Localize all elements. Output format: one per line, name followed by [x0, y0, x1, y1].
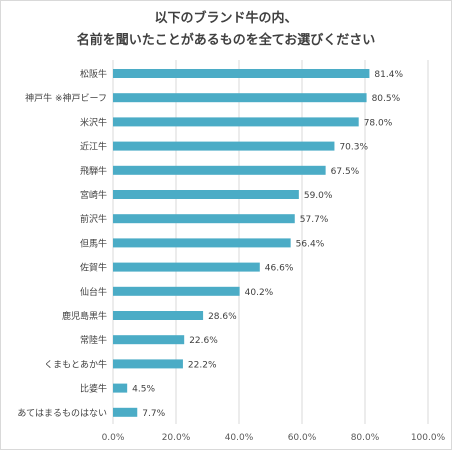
- chart-title-line-2: 名前を聞いたことがあるものを全てお選びください: [76, 33, 376, 48]
- value-label: 40.2%: [245, 288, 274, 298]
- value-label: 46.6%: [265, 264, 294, 274]
- category-label: 比婆牛: [80, 383, 107, 395]
- value-label: 59.0%: [304, 191, 333, 201]
- bar: [113, 383, 128, 393]
- category-label: 飛騨牛: [80, 165, 107, 177]
- bar: [113, 214, 295, 224]
- x-tick-label: 80.0%: [351, 433, 380, 443]
- x-tick-label: 20.0%: [162, 433, 191, 443]
- category-label: くまもとあか牛: [44, 358, 107, 370]
- category-label: 前沢牛: [80, 213, 107, 225]
- category-label: 神戸牛 ※神戸ビーフ: [25, 92, 107, 104]
- category-label: 鹿児島黒牛: [62, 310, 107, 322]
- value-label: 67.5%: [331, 167, 360, 177]
- category-label: 常陸牛: [80, 334, 107, 346]
- value-label: 57.7%: [300, 215, 329, 225]
- value-label: 7.7%: [142, 409, 165, 419]
- category-label: 松阪牛: [80, 68, 107, 80]
- category-label: 宮崎牛: [80, 189, 107, 201]
- bar: [113, 69, 370, 78]
- bar: [113, 190, 299, 199]
- bar: [113, 262, 260, 272]
- category-label: 仙台牛: [80, 286, 107, 298]
- value-label: 4.5%: [132, 385, 155, 395]
- bar: [113, 93, 367, 103]
- x-tick-label: 100.0%: [411, 433, 446, 443]
- bar: [113, 141, 335, 151]
- value-label: 56.4%: [296, 239, 325, 249]
- bar: [113, 286, 240, 296]
- x-tick-label: 0.0%: [102, 433, 125, 443]
- bar: [113, 117, 359, 127]
- value-label: 81.4%: [374, 70, 403, 80]
- category-label: あてはまるものはない: [17, 408, 107, 419]
- value-label: 28.6%: [208, 312, 237, 322]
- value-label: 22.6%: [189, 336, 218, 346]
- chart-title-line-1: 以下のブランド牛の内、: [154, 11, 298, 26]
- category-label: 佐賀牛: [80, 262, 107, 274]
- x-tick-label: 60.0%: [288, 433, 317, 443]
- bar: [113, 335, 185, 345]
- chart-title: 以下のブランド牛の内、 名前を聞いたことがあるものを全てお選びください: [0, 8, 452, 52]
- category-label: 但馬牛: [80, 237, 107, 249]
- bar: [113, 311, 204, 320]
- bar: [113, 165, 326, 175]
- category-label: 米沢牛: [80, 116, 107, 128]
- category-label: 近江牛: [80, 141, 107, 153]
- value-label: 70.3%: [339, 143, 368, 153]
- value-label: 22.2%: [188, 360, 217, 370]
- bar: [113, 238, 291, 248]
- bar: [113, 359, 183, 369]
- value-label: 78.0%: [364, 118, 393, 128]
- x-tick-label: 40.0%: [225, 433, 254, 443]
- value-label: 80.5%: [372, 94, 401, 104]
- bar: [113, 407, 138, 417]
